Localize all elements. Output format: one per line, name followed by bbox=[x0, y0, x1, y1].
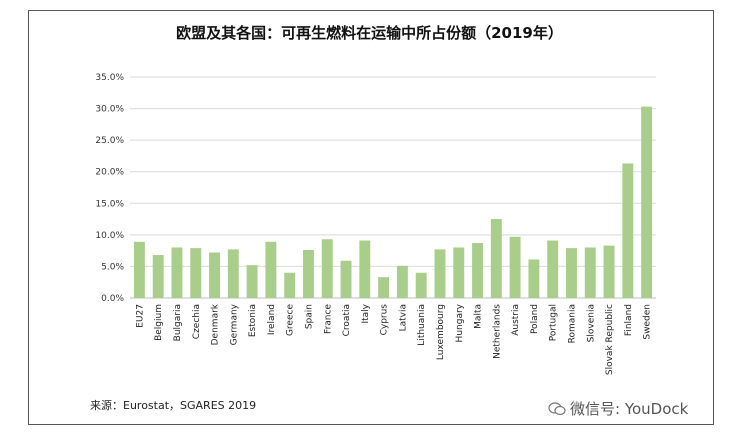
bar-bulgaria bbox=[171, 247, 183, 298]
source-note: 来源：Eurostat，SGARES 2019 bbox=[90, 399, 257, 412]
x-tick-label: Bulgaria bbox=[173, 304, 183, 341]
bar-austria bbox=[509, 236, 521, 298]
x-tick-label: Ireland bbox=[267, 304, 277, 335]
x-tick-label: Greece bbox=[286, 304, 296, 336]
x-tick-label: Sweden bbox=[643, 304, 653, 340]
x-tick-label: Spain bbox=[304, 304, 314, 329]
bar-malta bbox=[472, 243, 483, 298]
bar-portugal bbox=[547, 240, 559, 298]
x-axis-labels: EU27 Belgium Bulgaria Czechia Denmark Germany… bbox=[135, 303, 652, 375]
y-tick-label: 20.0% bbox=[95, 168, 124, 178]
x-tick-label: Poland bbox=[530, 304, 540, 334]
x-tick-label: Estonia bbox=[248, 304, 258, 337]
y-axis-ticks: 0.0% 5.0% 10.0% 15.0% 20.0% 25.0% 30.0% 35.0% bbox=[95, 73, 124, 304]
x-tick-label: Romania bbox=[567, 304, 577, 343]
x-tick-label: Slovak Republic bbox=[605, 304, 615, 375]
bar-romania bbox=[566, 248, 577, 298]
bar-czechia bbox=[190, 248, 202, 298]
x-tick-label: Luxembourg bbox=[436, 304, 446, 360]
chart-title: 欧盟及其各国：可再生燃料在运输中所占份额（2019年） bbox=[176, 24, 563, 42]
x-tick-label: Cyprus bbox=[380, 304, 390, 336]
bar-eu27 bbox=[133, 241, 145, 298]
bar-germany bbox=[227, 249, 239, 298]
x-tick-label: Austria bbox=[511, 304, 521, 336]
bar-italy bbox=[359, 240, 371, 298]
bar-france bbox=[321, 239, 333, 298]
y-tick-label: 15.0% bbox=[95, 199, 124, 209]
bar-cyprus bbox=[378, 277, 390, 298]
bar-greece bbox=[284, 272, 296, 298]
x-tick-label: Italy bbox=[361, 303, 371, 323]
x-tick-label: Finland bbox=[624, 304, 634, 336]
x-tick-label: Netherlands bbox=[492, 304, 502, 359]
y-tick-label: 30.0% bbox=[95, 105, 124, 115]
x-tick-label: Denmark bbox=[211, 303, 221, 345]
bar-belgium bbox=[152, 255, 164, 298]
wechat-icon bbox=[548, 401, 566, 415]
x-tick-label: Germany bbox=[229, 303, 239, 345]
wechat-watermark: 微信号: YouDock bbox=[548, 398, 688, 419]
y-tick-label: 0.0% bbox=[101, 294, 124, 304]
bar-croatia bbox=[340, 260, 352, 298]
bar-poland bbox=[528, 259, 540, 298]
x-tick-label: Belgium bbox=[154, 304, 164, 341]
y-tick-label: 25.0% bbox=[95, 136, 124, 146]
chart-frame bbox=[28, 10, 714, 425]
bar-latvia bbox=[396, 265, 408, 298]
bar-slovenia bbox=[584, 247, 596, 298]
x-tick-label: Czechia bbox=[192, 304, 202, 339]
x-tick-label: Slovenia bbox=[586, 304, 596, 342]
x-tick-label: Latvia bbox=[398, 304, 408, 331]
bar-hungary bbox=[453, 247, 465, 298]
bar-lithuania bbox=[415, 272, 427, 298]
x-tick-label: Hungary bbox=[455, 303, 465, 342]
bar-finland bbox=[622, 163, 634, 298]
x-tick-label: EU27 bbox=[135, 304, 145, 328]
y-tick-label: 10.0% bbox=[95, 231, 124, 241]
y-tick-label: 35.0% bbox=[95, 73, 124, 83]
watermark-text: 微信号: YouDock bbox=[570, 400, 689, 418]
bar-luxembourg bbox=[434, 249, 446, 298]
bar-denmark bbox=[209, 252, 220, 298]
bar-slovak-republic bbox=[603, 245, 615, 298]
y-tick-label: 5.0% bbox=[101, 262, 124, 272]
bar-estonia bbox=[246, 265, 258, 298]
x-tick-label: France bbox=[323, 304, 333, 334]
bars bbox=[133, 106, 653, 298]
bar-netherlands bbox=[490, 219, 502, 298]
x-tick-label: Lithuania bbox=[417, 304, 427, 346]
bar-sweden bbox=[641, 106, 653, 298]
bar-spain bbox=[303, 250, 314, 298]
gridlines bbox=[130, 76, 656, 299]
x-tick-label: Portugal bbox=[549, 304, 559, 341]
x-tick-label: Croatia bbox=[342, 304, 352, 336]
bar-ireland bbox=[265, 241, 277, 298]
x-tick-label: Malta bbox=[474, 304, 484, 329]
